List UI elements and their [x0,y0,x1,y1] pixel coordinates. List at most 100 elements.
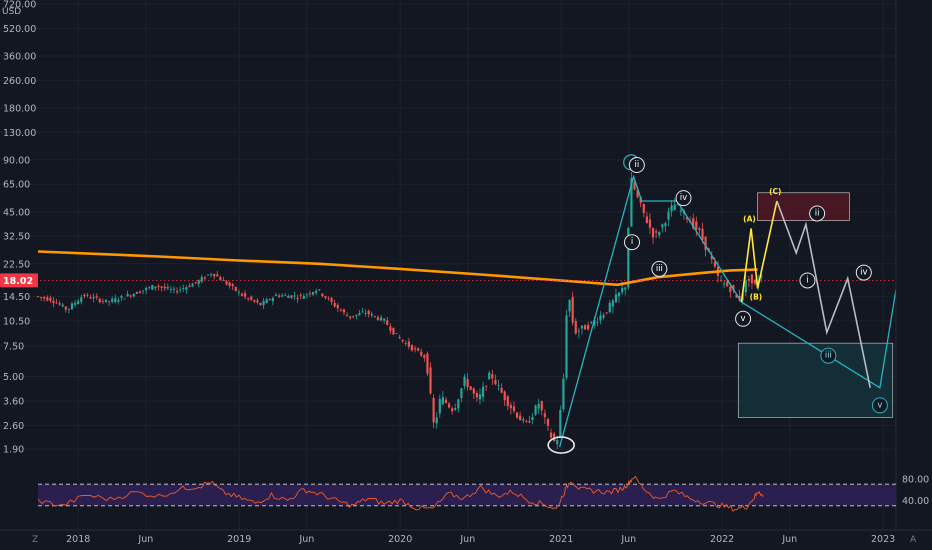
candle-body [698,228,701,230]
candle-body [553,433,556,441]
candle-body [39,297,43,298]
candle-body [651,228,655,238]
candle-body [639,197,642,203]
candle-body [753,279,757,284]
price-tick-label: 45.00 [3,207,30,218]
price-axis[interactable]: 720.00 520.00 360.00 260.00 180.00 130.00 90.0… [3,0,36,456]
candle-body [593,320,596,326]
candle-body [83,294,86,297]
price-tick-label: 10.50 [3,316,30,327]
candle-body [281,295,284,297]
time-tick-label: 2022 [710,534,734,545]
candle-body [129,295,132,297]
candle-body [302,296,305,299]
candle-body [701,228,704,240]
candle-body [101,301,105,302]
candle-body [111,298,114,302]
candle-body [747,279,750,281]
time-axis[interactable]: 2018 Jun 2019 Jun 2020 Jun 2021 Jun 2022 Jun 2023 [66,534,895,545]
candle-body [132,293,135,297]
last-price-value: 18.02 [3,276,33,287]
candle-body [438,398,441,414]
candle-body [710,256,713,259]
wave-label: iii [825,351,832,361]
candle-body [284,294,287,296]
candle-body [435,417,438,424]
candle-body [104,299,108,302]
last-price-tag-box [0,273,38,288]
goto-date-button[interactable]: Z [32,535,38,545]
candle-body [549,432,553,438]
rsi-tick-label: 80.00 [902,474,929,485]
candle-body [630,178,633,227]
wave-label-circle [820,347,837,364]
candle-body [308,293,312,295]
candle-body [732,285,735,291]
candle-body [676,204,679,206]
candle-body [70,303,74,310]
candle-body [163,286,166,289]
candle-body [240,293,244,296]
candle-body [324,296,327,298]
wave-label-circle [628,157,645,174]
candle-body [528,421,531,423]
candle-body [225,281,228,285]
candle-body [463,376,466,386]
candle-body [494,379,497,385]
candle-body [744,280,747,293]
candle-body [460,388,463,399]
candle-body [169,289,173,290]
candle-body [608,302,611,313]
candle-body [636,189,639,198]
candle-body [420,351,423,356]
rsi-axis: 80.00 40.00 [902,474,929,507]
time-tick-label: 2021 [549,534,573,545]
candle-body [497,385,500,386]
candle-body [590,321,593,323]
candle-body [491,374,494,379]
candle-body [565,315,568,379]
candle-body [290,295,293,298]
wave-label-circle [651,260,668,277]
candle-body [679,210,682,212]
candle-body [318,289,321,291]
candle-body [265,299,268,304]
candle-body [253,300,256,302]
candle-body [556,440,559,445]
abc-label: (A) [743,214,756,223]
candle-body [231,284,234,287]
candle-body [726,281,729,287]
candle-body [642,203,645,213]
candle-body [481,386,485,397]
auto-scale-button[interactable]: A [910,535,917,545]
candle-body [392,327,395,335]
time-tick-label: 2018 [66,534,90,545]
candle-body [410,344,414,351]
candle-body [339,309,342,311]
resistance-zone [757,192,850,221]
candle-body [617,292,621,297]
time-tick-label: 2019 [227,534,251,545]
candle-body [664,223,667,227]
candle-body [389,326,392,331]
candle-body [376,317,380,320]
candle-body [658,232,661,236]
candle-body [500,387,503,393]
candle-body [271,297,274,302]
candle-body [750,274,754,284]
price-tick-label: 360.00 [3,51,36,62]
candle-body [367,310,370,315]
candle-body [117,300,120,302]
candle-body [179,289,182,291]
candle-body [361,311,364,313]
price-tick-label: 5.00 [3,372,24,383]
candle-body [729,286,732,292]
candle-body [77,300,80,305]
candle-body [219,277,222,281]
candle-body [401,339,404,342]
candle-body [661,224,664,228]
price-tick-label: 65.00 [3,180,30,191]
candle-body [114,298,117,303]
candle-body [723,283,726,285]
